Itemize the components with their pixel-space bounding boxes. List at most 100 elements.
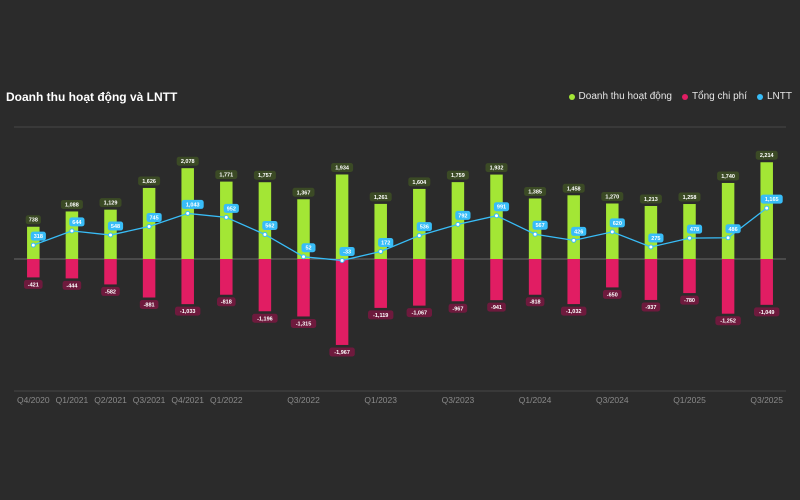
revenue-label: 1,258 bbox=[683, 195, 697, 201]
revenue-label-bg bbox=[446, 170, 469, 180]
profit-point bbox=[378, 248, 384, 254]
x-tick-label: Q1/2023 bbox=[364, 395, 397, 405]
revenue-label-bg bbox=[176, 156, 199, 166]
x-tick-label: Q4/2020 bbox=[17, 395, 50, 405]
cost-bar bbox=[528, 259, 542, 295]
revenue-bar bbox=[335, 174, 349, 259]
cost-bar bbox=[760, 259, 773, 305]
profit-point bbox=[609, 229, 615, 235]
cost-bar bbox=[181, 259, 194, 305]
profit-label: 318 bbox=[34, 234, 43, 240]
revenue-label: 1,261 bbox=[374, 195, 388, 201]
revenue-bar bbox=[760, 162, 773, 259]
profit-label-bg bbox=[339, 246, 355, 256]
legend-dot-profit bbox=[757, 93, 763, 100]
revenue-label-bg bbox=[138, 176, 161, 186]
profit-label: 478 bbox=[690, 227, 699, 233]
profit-label: 1,165 bbox=[765, 197, 779, 203]
legend-item-profit[interactable]: LNTT bbox=[757, 91, 792, 102]
revenue-label: 1,213 bbox=[644, 197, 658, 203]
cost-bar bbox=[258, 259, 272, 312]
profit-label-bg bbox=[262, 220, 278, 230]
cost-label: -881 bbox=[144, 302, 155, 308]
revenue-label: 1,934 bbox=[335, 165, 350, 171]
x-tick-label: Q1/2022 bbox=[210, 395, 243, 405]
x-tick-label: Q1/2024 bbox=[519, 395, 552, 405]
legend-item-revenue[interactable]: Doanh thu hoạt động bbox=[568, 91, 672, 102]
cost-label-bg bbox=[680, 295, 699, 305]
profit-label: 548 bbox=[111, 224, 120, 230]
x-tick-label: Q3/2023 bbox=[442, 395, 475, 405]
revenue-bar bbox=[451, 182, 465, 259]
cost-label-bg bbox=[24, 279, 43, 289]
profit-label: 172 bbox=[381, 240, 390, 246]
revenue-bar bbox=[220, 181, 233, 259]
profit-point bbox=[687, 235, 692, 241]
profit-label-bg bbox=[648, 233, 664, 243]
revenue-label-bg bbox=[524, 186, 547, 196]
profit-point bbox=[262, 231, 268, 237]
revenue-label: 1,129 bbox=[104, 201, 118, 207]
cost-label: -1,119 bbox=[373, 313, 388, 319]
revenue-label: 1,757 bbox=[258, 173, 272, 179]
cost-bar bbox=[606, 259, 619, 288]
profit-label-bg bbox=[378, 237, 394, 247]
cost-label-bg bbox=[175, 306, 201, 316]
cost-label-bg bbox=[603, 289, 622, 299]
revenue-label-bg bbox=[60, 199, 83, 209]
revenue-label-bg bbox=[678, 192, 701, 202]
x-tick-label: Q3/2022 bbox=[287, 395, 320, 405]
cost-bar bbox=[142, 259, 156, 298]
profit-label-bg bbox=[455, 210, 471, 220]
revenue-bar bbox=[258, 182, 272, 259]
profit-label: 952 bbox=[227, 206, 236, 212]
x-tick-label: Q3/2021 bbox=[133, 395, 166, 405]
profit-label: 275 bbox=[651, 236, 660, 242]
revenue-label: 1,458 bbox=[567, 186, 581, 192]
cost-label-bg bbox=[62, 280, 82, 290]
cost-label-bg bbox=[252, 313, 278, 323]
cost-label-bg bbox=[368, 310, 394, 320]
profit-point bbox=[108, 232, 113, 238]
revenue-label-bg bbox=[562, 183, 585, 193]
profit-label: 745 bbox=[150, 215, 159, 221]
cost-label-bg bbox=[290, 318, 317, 328]
profit-label-bg bbox=[725, 224, 741, 234]
cost-label: -1,315 bbox=[296, 321, 312, 327]
cost-label: -650 bbox=[607, 292, 618, 298]
profit-label-bg bbox=[181, 199, 204, 209]
profit-label: 644 bbox=[72, 220, 82, 226]
profit-point bbox=[416, 233, 422, 239]
revenue-label-bg bbox=[331, 162, 354, 172]
profit-label: 536 bbox=[420, 225, 429, 231]
cost-label-bg bbox=[641, 302, 661, 312]
profit-point bbox=[339, 257, 345, 263]
revenue-label: 1,626 bbox=[142, 179, 156, 185]
cost-label-bg bbox=[561, 306, 587, 316]
legend-label-cost: Tổng chi phí bbox=[691, 91, 747, 102]
cost-bar bbox=[104, 259, 117, 285]
profit-point bbox=[532, 231, 538, 237]
revenue-label: 2,214 bbox=[760, 153, 775, 159]
revenue-label: 738 bbox=[29, 218, 38, 224]
x-tick-label: Q3/2024 bbox=[596, 395, 629, 405]
cost-bar bbox=[644, 259, 658, 300]
cost-label-bg bbox=[217, 297, 236, 307]
profit-point bbox=[69, 228, 75, 234]
revenue-label-bg bbox=[639, 194, 662, 204]
cost-label: -1,033 bbox=[180, 309, 196, 315]
revenue-label-bg bbox=[369, 192, 392, 202]
cost-label: -818 bbox=[221, 300, 232, 306]
profit-point bbox=[455, 221, 461, 227]
cost-bar bbox=[374, 259, 387, 308]
revenue-label-bg bbox=[601, 192, 624, 202]
cost-label: -1,196 bbox=[257, 316, 273, 322]
cost-label-bg bbox=[329, 347, 355, 357]
legend-item-cost[interactable]: Tổng chi phí bbox=[681, 91, 747, 102]
chart-title: Doanh thu hoạt động và LNTT bbox=[6, 90, 178, 104]
cost-bar bbox=[413, 259, 426, 306]
profit-label-bg bbox=[760, 194, 783, 204]
revenue-label: 2,078 bbox=[181, 159, 195, 165]
revenue-label: 1,270 bbox=[605, 195, 619, 201]
cost-label: -1,067 bbox=[411, 311, 427, 317]
